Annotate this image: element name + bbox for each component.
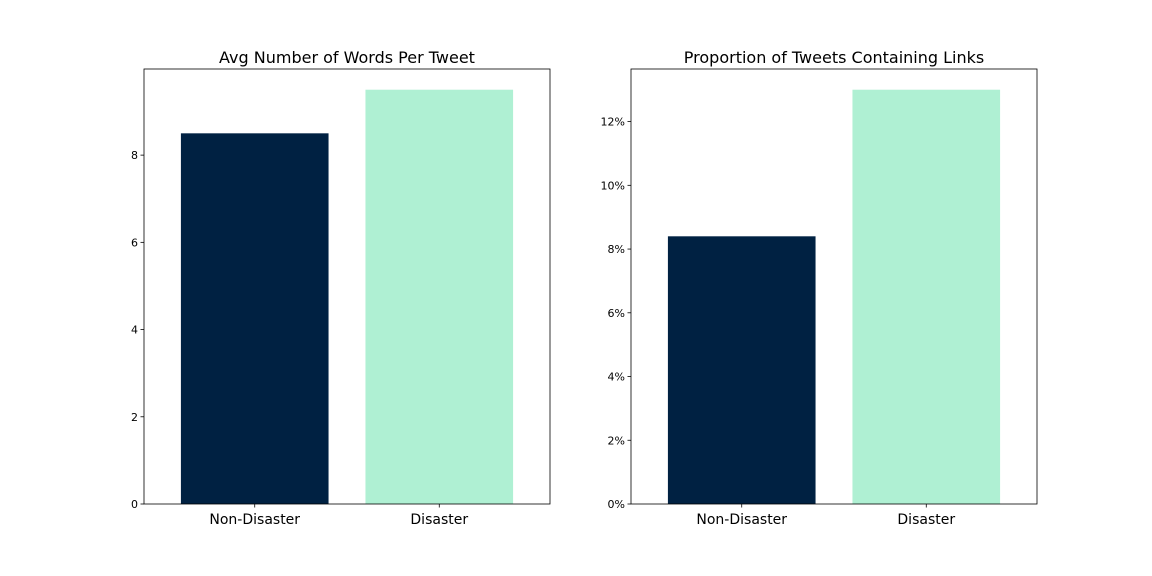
y-tick-label: 6% xyxy=(608,307,625,320)
y-tick-label: 8% xyxy=(608,243,625,256)
words-per-tweet-chart: Avg Number of Words Per Tweet 0 2 4 6 8 Non-D… xyxy=(131,48,551,528)
bar-disaster xyxy=(365,89,514,504)
y-tick-label: 4 xyxy=(131,324,138,337)
bar-non-disaster xyxy=(667,236,816,505)
x-tick-label: Non-Disaster xyxy=(696,512,787,528)
y-tick-label: 2% xyxy=(608,434,625,447)
bar-disaster xyxy=(852,89,1001,504)
y-tick-label: 8 xyxy=(131,149,138,162)
chart-title: Proportion of Tweets Containing Links xyxy=(684,48,984,67)
y-tick-label: 0 xyxy=(131,498,138,511)
bar-non-disaster xyxy=(180,133,329,504)
axes-frame xyxy=(143,68,551,505)
y-tick-label: 10% xyxy=(601,179,625,192)
y-tick-label: 12% xyxy=(601,116,625,129)
links-proportion-chart: Proportion of Tweets Containing Links 0%… xyxy=(601,48,1038,528)
chart-title: Avg Number of Words Per Tweet xyxy=(219,48,475,67)
y-tick-label: 6 xyxy=(131,236,138,249)
y-tick-label: 4% xyxy=(608,371,625,384)
x-tick-label: Non-Disaster xyxy=(209,512,300,528)
x-tick-label: Disaster xyxy=(897,512,955,528)
y-tick-label: 2 xyxy=(131,411,138,424)
x-tick-label: Disaster xyxy=(410,512,468,528)
axes-frame xyxy=(630,68,1038,505)
y-tick-label: 0% xyxy=(608,498,625,511)
